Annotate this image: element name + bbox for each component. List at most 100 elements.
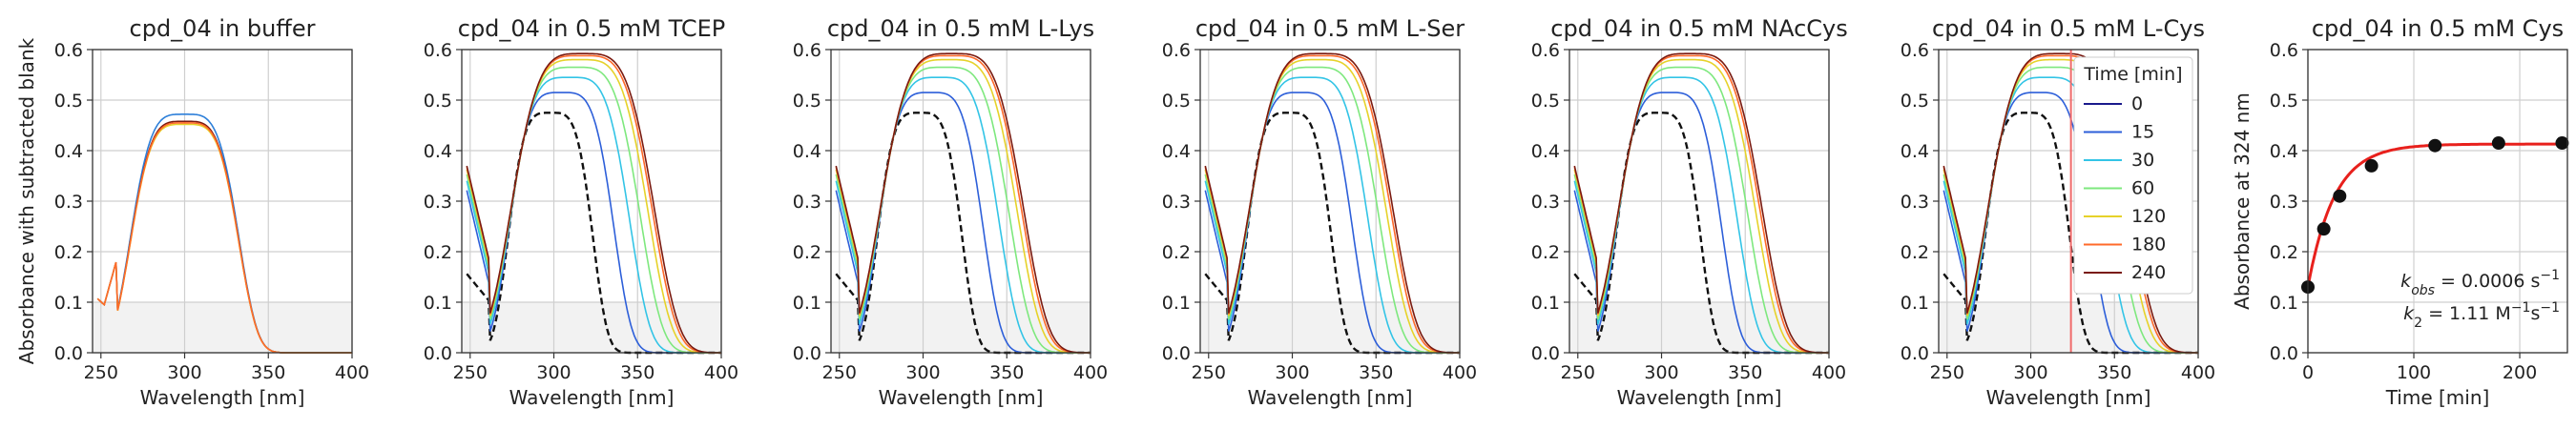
legend-entry-120: 120 (2131, 206, 2166, 227)
ytick-label: 0.2 (424, 242, 452, 263)
ytick-label: 0.6 (424, 40, 452, 61)
ytick-label: 0.1 (424, 293, 452, 314)
xtick-label: 400 (704, 362, 738, 383)
y-axis-label: Absorbance at 324 nm (2231, 92, 2254, 310)
xtick-label: 350 (620, 362, 654, 383)
data-point (2364, 158, 2379, 173)
ytick-label: 0.0 (1162, 343, 1191, 364)
xtick-label: 250 (84, 362, 118, 383)
ytick-label: 0.0 (54, 343, 83, 364)
ytick-label: 0.1 (1901, 293, 1929, 314)
axes-frame (830, 49, 1091, 354)
ytick-label: 0.0 (424, 343, 452, 364)
xtick-label: 300 (905, 362, 940, 383)
ytick-label: 0.4 (1901, 141, 1929, 162)
ytick-label: 0.6 (1162, 40, 1191, 61)
ytick-label: 0.3 (793, 192, 821, 213)
ytick-label: 0.3 (1531, 192, 1560, 213)
xtick-label: 250 (1561, 362, 1595, 383)
legend-title: Time [min] (2083, 64, 2182, 85)
ytick-label: 0.2 (1162, 242, 1191, 263)
legend-entry-240: 240 (2131, 262, 2166, 283)
xtick-label: 300 (2013, 362, 2047, 383)
data-point (2555, 136, 2569, 151)
xtick-label: 350 (1359, 362, 1393, 383)
legend-entry-180: 180 (2131, 235, 2166, 255)
xtick-label: 400 (2181, 362, 2215, 383)
ytick-label: 0.1 (1162, 293, 1191, 314)
ytick-label: 0.1 (2270, 293, 2298, 314)
xtick-label: 250 (1930, 362, 1964, 383)
chart-title: cpd_04 in 0.5 mM L-Cys (1932, 15, 2205, 42)
ytick-label: 0.3 (424, 192, 452, 213)
spectrum-line-240 (1204, 52, 1460, 354)
x-axis-label: Wavelength [nm] (1986, 386, 2151, 409)
data-point (2333, 189, 2347, 203)
shaded-band (93, 302, 352, 353)
xtick-label: 350 (1728, 362, 1762, 383)
spectrum-line-240 (1573, 52, 1829, 354)
ytick-label: 0.4 (2270, 141, 2298, 162)
xtick-label: 250 (822, 362, 857, 383)
ytick-label: 0.3 (2270, 192, 2298, 213)
ytick-label: 0.6 (793, 40, 821, 61)
legend-entry-30: 30 (2131, 150, 2154, 171)
ytick-label: 0.2 (2270, 242, 2298, 263)
ytick-label: 0.4 (1531, 141, 1560, 162)
legend-entry-0: 0 (2131, 93, 2143, 114)
legend: Time [min] 0 15 30 60 120 180 240 (2073, 56, 2193, 295)
fit-curve (2306, 142, 2566, 288)
x-axis-label: Wavelength [nm] (140, 386, 305, 409)
spectrum-line-240 (466, 52, 721, 354)
ytick-label: 0.2 (793, 242, 821, 263)
xtick-label: 300 (1275, 362, 1309, 383)
xtick-label: 300 (167, 362, 201, 383)
chart-title: cpd_04 in buffer (130, 15, 316, 42)
ytick-label: 0.0 (793, 343, 821, 364)
chart-title: cpd_04 in 0.5 mM Cys (2312, 15, 2564, 42)
ytick-label: 0.4 (424, 141, 452, 162)
data-point (2316, 222, 2331, 236)
ytick-label: 0.4 (793, 141, 821, 162)
ytick-label: 0.5 (1531, 91, 1560, 112)
panel-2: 0.0 0.1 0.2 0.3 0.4 0.5 0.6 250 300 350 400 cpd_04 … (793, 15, 1108, 409)
xtick-label: 200 (2503, 362, 2537, 383)
axes-frame (1199, 49, 1461, 354)
ytick-label: 0.5 (424, 91, 452, 112)
x-axis-label: Wavelength [nm] (1248, 386, 1413, 409)
x-axis-label: Wavelength [nm] (879, 386, 1044, 409)
panel-4: 0.0 0.1 0.2 0.3 0.4 0.5 0.6 250 300 350 400 cpd_04 … (1531, 15, 1848, 409)
panel-6: 0.0 0.1 0.2 0.3 0.4 0.5 0.6 0 100 200 kobs = 0.000… (2231, 15, 2569, 409)
xtick-label: 100 (2397, 362, 2431, 383)
panel-0: 0.0 0.1 0.2 0.3 0.4 0.5 0.6 250 300 350 400 cpd_04 … (15, 15, 369, 409)
xtick-label: 400 (1073, 362, 1108, 383)
ytick-label: 0.5 (793, 91, 821, 112)
panel-1: 0.0 0.1 0.2 0.3 0.4 0.5 0.6 250 300 350 400 cpd_04 … (424, 15, 738, 409)
xtick-label: 300 (536, 362, 571, 383)
chart-title: cpd_04 in 0.5 mM L-Lys (827, 15, 1094, 42)
data-point (2491, 136, 2505, 151)
x-axis-label: Time [min] (2385, 386, 2490, 409)
axes-frame (1938, 49, 2199, 354)
panel-3: 0.0 0.1 0.2 0.3 0.4 0.5 0.6 250 300 350 400 cpd_04 … (1162, 15, 1477, 409)
chart-title: cpd_04 in 0.5 mM NAcCys (1550, 15, 1847, 42)
xtick-label: 250 (1192, 362, 1226, 383)
xtick-label: 350 (251, 362, 285, 383)
axes-frame (461, 49, 722, 354)
data-point (2428, 138, 2442, 153)
xtick-label: 400 (1812, 362, 1846, 383)
ytick-label: 0.4 (1162, 141, 1191, 162)
annotation-k2: k2 = 1.11 M−1s−1 (2403, 300, 2560, 331)
y-axis-label: Absorbance with subtracted blank (15, 37, 38, 364)
ytick-label: 0.6 (1901, 40, 1929, 61)
axes-frame (92, 49, 353, 354)
ytick-label: 0.5 (1901, 91, 1929, 112)
legend-entry-15: 15 (2131, 122, 2154, 143)
ytick-label: 0.3 (54, 192, 83, 213)
xtick-label: 350 (2097, 362, 2131, 383)
chart-title: cpd_04 in 0.5 mM L-Ser (1195, 15, 1465, 42)
ytick-label: 0.6 (54, 40, 83, 61)
ytick-label: 0.5 (54, 91, 83, 112)
legend-entry-60: 60 (2131, 178, 2154, 199)
